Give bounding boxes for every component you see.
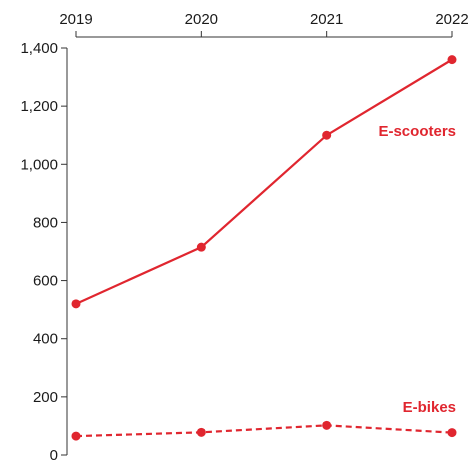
y-tick-label: 200 — [33, 389, 58, 406]
series-line — [75, 424, 453, 438]
y-axis: 0 200 400 600 800 1,000 1,200 1,400 — [20, 40, 68, 464]
data-point — [71, 431, 81, 441]
data-point — [447, 428, 457, 438]
series-line — [75, 58, 453, 305]
x-tick-label: 2020 — [185, 11, 218, 28]
data-point — [322, 130, 332, 140]
x-axis: 2019 2020 2021 2022 — [59, 11, 469, 38]
y-tick-label: 400 — [33, 331, 58, 348]
data-point — [196, 242, 206, 252]
series-labels: E-scooters E-bikes — [378, 123, 456, 416]
y-tick-label: 600 — [33, 273, 58, 290]
y-tick-label: 1,000 — [20, 156, 58, 173]
series-layer — [71, 55, 457, 441]
series-label: E-bikes — [403, 399, 456, 416]
y-tick-label: 1,200 — [20, 98, 58, 115]
data-point — [196, 427, 206, 437]
data-point — [322, 420, 332, 430]
y-tick-label: 1,400 — [20, 40, 58, 57]
x-tick-label: 2021 — [310, 11, 343, 28]
data-point — [71, 299, 81, 309]
x-tick-label: 2019 — [59, 11, 92, 28]
y-tick-label: 0 — [50, 447, 58, 464]
y-tick-label: 800 — [33, 214, 58, 231]
series-label: E-scooters — [378, 123, 456, 140]
x-tick-label: 2022 — [435, 11, 468, 28]
data-point — [447, 55, 457, 65]
